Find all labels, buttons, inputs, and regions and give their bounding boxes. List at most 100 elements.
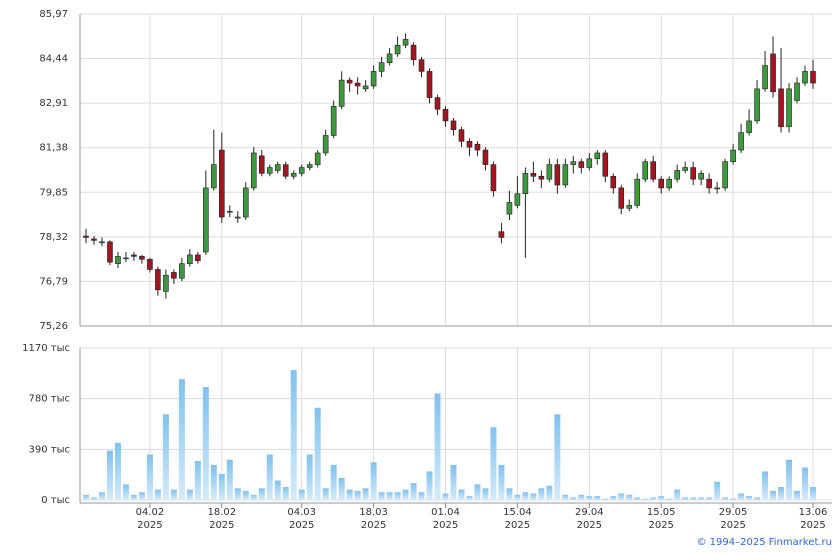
volume-bar (514, 494, 521, 500)
volume-bar (386, 492, 393, 500)
candle-body (370, 71, 377, 87)
x-tick-label: 18.02 (207, 507, 236, 518)
x-tick-label: 29.05 (719, 507, 748, 518)
volume-bar (762, 471, 769, 500)
x-tick-label: 15.04 (503, 507, 532, 518)
candle-body (298, 167, 305, 174)
x-tick-label: 01.04 (431, 507, 460, 518)
volume-bar (170, 489, 177, 500)
candle-body (378, 62, 385, 72)
candle-body (786, 88, 792, 128)
volume-bar (642, 498, 649, 500)
candle-body (554, 164, 561, 186)
volume-bar (466, 496, 473, 500)
volume-bar (226, 459, 233, 500)
candle-body (147, 258, 153, 270)
volume-bar (450, 464, 457, 500)
candle-body (458, 129, 465, 142)
volume-tick-label: 0 тыс (41, 495, 70, 506)
volume-bar (346, 489, 353, 500)
volume-bar (554, 414, 561, 500)
candle-body (794, 82, 800, 101)
x-tick-label: 04.03 (287, 507, 316, 518)
candle-body (155, 269, 161, 291)
volume-bar (114, 442, 121, 500)
candle-body (322, 135, 329, 154)
y-tick-label: 76,79 (39, 276, 68, 287)
volume-bar (618, 493, 625, 500)
candle-body (250, 152, 257, 189)
volume-tick-label: 1170 тыс (22, 343, 70, 354)
volume-bar (370, 462, 377, 500)
candle-body (227, 210, 233, 213)
volume-bar (394, 492, 401, 500)
candle-body (778, 88, 784, 128)
candle-body (650, 161, 657, 180)
candle-body (770, 53, 776, 93)
x-tick-year: 2025 (209, 520, 234, 531)
candle-body (330, 106, 337, 136)
volume-bar (218, 474, 225, 500)
candle-body (514, 193, 521, 206)
volume-bar (98, 492, 105, 500)
candle-body (666, 178, 672, 189)
volume-bar (698, 497, 705, 500)
volume-bar (210, 464, 217, 500)
footer: © 1994–2025 Finmarket.ru (696, 537, 832, 548)
candle-body (802, 71, 808, 84)
candle-body (578, 161, 585, 168)
volume-bar (722, 497, 729, 500)
volume-bar (258, 488, 265, 500)
volume-bar (498, 464, 505, 500)
volume-tick-label: 780 тыс (29, 394, 70, 405)
candle-body (466, 141, 473, 148)
x-tick-year: 2025 (361, 520, 386, 531)
candle-body (163, 275, 169, 292)
volume-bar (578, 494, 585, 500)
candle-body (314, 152, 321, 165)
volume-bar (746, 496, 753, 500)
candle-body (99, 241, 105, 244)
candle-body (306, 164, 313, 168)
volume-bar (234, 488, 241, 500)
volume-bar (330, 464, 337, 500)
volume-bar (490, 427, 497, 500)
x-tick-year: 2025 (433, 520, 458, 531)
volume-bar (106, 450, 113, 500)
volume-bar (506, 488, 513, 500)
candle-body (610, 175, 617, 189)
candle-body (618, 187, 625, 209)
volume-bar (706, 497, 713, 500)
volume-bar (122, 484, 129, 500)
volume-bar (650, 497, 657, 500)
candle-body (738, 132, 744, 151)
volume-bar (562, 494, 569, 500)
x-tick-label: 18.03 (359, 507, 388, 518)
volume-bar (674, 489, 681, 500)
candle-body (442, 108, 449, 122)
volume-bar (658, 496, 665, 500)
volume-bar (714, 481, 721, 500)
volume-bar (178, 379, 185, 500)
volume-bar (242, 490, 249, 500)
candle-body (490, 164, 497, 192)
y-tick-label: 75,26 (39, 321, 68, 332)
volume-bar (250, 494, 257, 500)
volume-bar (402, 489, 409, 500)
volume-bar (354, 490, 361, 500)
x-tick-label: 15.05 (647, 507, 676, 518)
volume-bar (138, 492, 145, 500)
volume-bar (442, 493, 449, 500)
volume-bar (546, 485, 553, 500)
candle-body (187, 254, 193, 264)
volume-bar (786, 459, 793, 500)
y-tick-label: 82,91 (39, 98, 68, 109)
candle-body (123, 257, 129, 260)
candle-body (522, 173, 529, 195)
candle-body (211, 164, 217, 189)
candle-body (242, 187, 249, 218)
candle-body (282, 164, 289, 177)
volume-bar (522, 492, 529, 500)
volume-bar (298, 489, 305, 500)
